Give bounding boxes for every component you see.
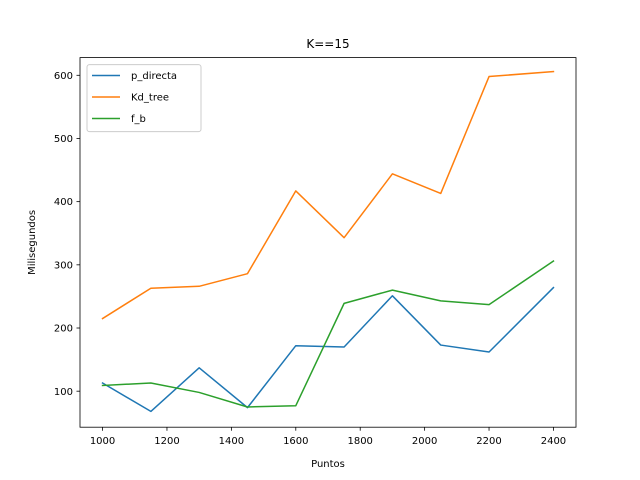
plot-frame — [79, 57, 577, 428]
y-tick-label: 100 — [54, 387, 73, 398]
x-axis-label: Puntos — [311, 459, 345, 470]
y-axis-label: Milisegundos — [27, 210, 38, 275]
y-tick-label: 400 — [54, 197, 73, 208]
legend-frame — [86, 64, 202, 133]
legend-label: f_b — [131, 114, 146, 125]
series-line-kd-tree — [101, 70, 555, 320]
x-tick-label: 2000 — [412, 436, 437, 447]
x-axis: 1000 1200 1400 1600 1800 2000 2200 2400 — [90, 427, 566, 447]
x-tick-label: 2400 — [541, 436, 566, 447]
y-tick-label: 500 — [54, 134, 73, 145]
legend-label: Kd_tree — [131, 93, 169, 104]
series-line-p-directa — [101, 286, 555, 413]
series-line-f-b — [101, 259, 555, 408]
legend: p_directa Kd_tree f_b — [86, 64, 202, 133]
y-axis: 100 200 300 400 500 600 — [54, 71, 80, 398]
legend-label: p_directa — [131, 71, 177, 82]
x-tick-label: 1000 — [90, 436, 115, 447]
series-layer — [101, 70, 555, 413]
x-tick-label: 1600 — [283, 436, 308, 447]
y-tick-label: 300 — [54, 260, 73, 271]
x-tick-label: 2200 — [476, 436, 501, 447]
x-tick-label: 1200 — [154, 436, 179, 447]
y-tick-label: 200 — [54, 324, 73, 335]
y-tick-label: 600 — [54, 71, 73, 82]
chart-title: K==15 — [306, 37, 349, 51]
x-tick-label: 1800 — [347, 436, 372, 447]
x-tick-label: 1400 — [219, 436, 244, 447]
